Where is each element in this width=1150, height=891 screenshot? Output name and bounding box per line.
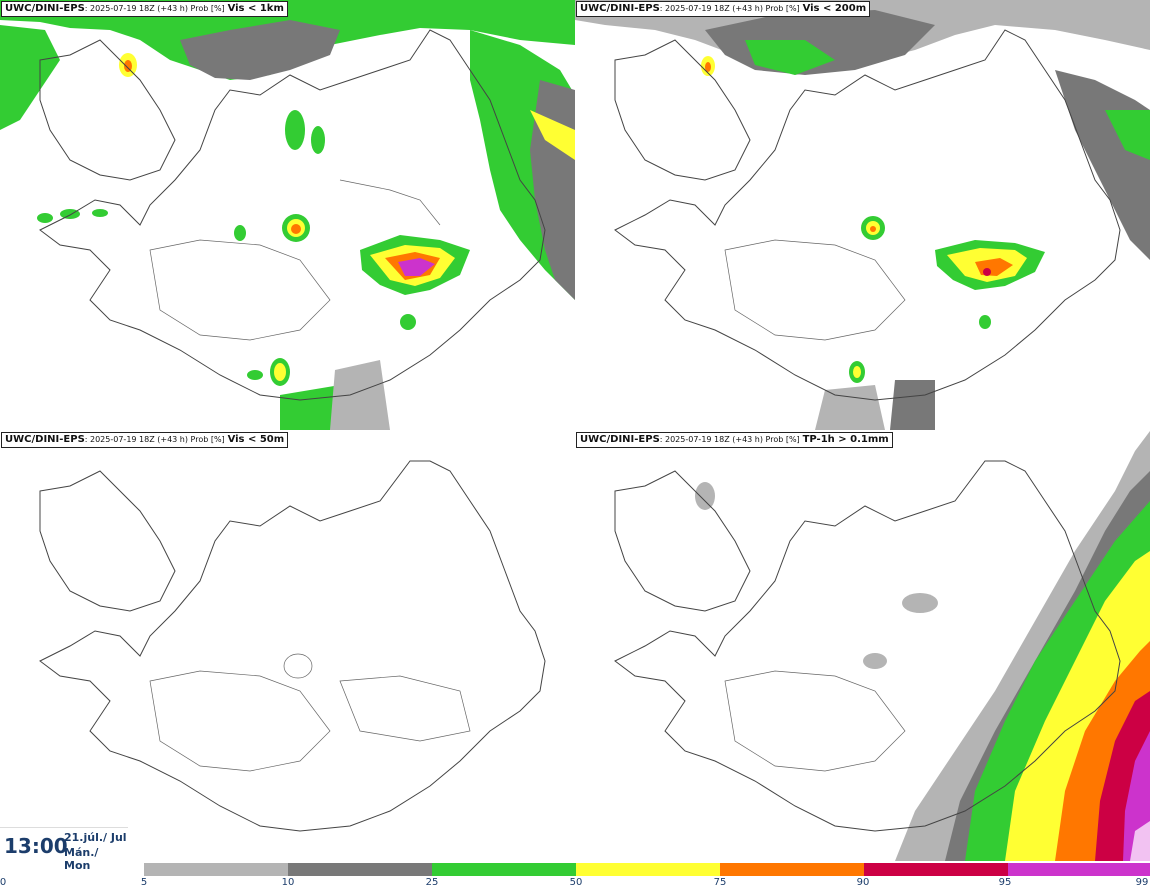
coastline bbox=[39, 29, 546, 401]
legend-bin bbox=[1008, 863, 1150, 876]
map-canvas bbox=[575, 0, 1150, 430]
panel-title: UWC/DINI-EPS: 2025-07-19 18Z (+43 h) Pro… bbox=[1, 1, 288, 17]
fog-area-north-grey bbox=[180, 20, 340, 80]
legend-bin bbox=[864, 863, 1008, 876]
legend-tick-label: 99 bbox=[1135, 877, 1149, 888]
valid-day: Mán./ Mon bbox=[64, 846, 99, 872]
valid-date: 21.júl./ Jul bbox=[64, 831, 127, 844]
map-canvas bbox=[614, 431, 1150, 861]
legend-tick-label: 10 bbox=[281, 877, 295, 888]
legend-bin bbox=[432, 863, 576, 876]
valid-time-box: 13:00 21.júl./ Jul Mán./ Mon bbox=[0, 827, 128, 872]
coastline bbox=[614, 460, 1121, 832]
legend-tick-label: 50 bbox=[569, 877, 583, 888]
map-canvas bbox=[0, 0, 575, 430]
fog-area-east-yellow bbox=[530, 110, 575, 160]
legend-bin bbox=[144, 863, 288, 876]
probability-legend bbox=[144, 863, 1150, 876]
legend-tick-label: 0 bbox=[0, 877, 7, 888]
map-panel-vis-200m: UWC/DINI-EPS: 2025-07-19 18Z (+43 h) Pro… bbox=[575, 0, 1150, 430]
panel-title: UWC/DINI-EPS: 2025-07-19 18Z (+43 h) Pro… bbox=[1, 432, 289, 448]
map-panel-vis-1km: UWC/DINI-EPS: 2025-07-19 18Z (+43 h) Pro… bbox=[0, 0, 575, 430]
legend-bin bbox=[720, 863, 864, 876]
legend-bin bbox=[288, 863, 432, 876]
legend-bin bbox=[576, 863, 720, 876]
map-canvas bbox=[39, 460, 546, 832]
coastline bbox=[614, 29, 1121, 401]
legend-tick-label: 90 bbox=[856, 877, 870, 888]
fog-area-westfjords bbox=[0, 25, 60, 130]
fog-area-east bbox=[1055, 70, 1150, 260]
legend-tick-label: 25 bbox=[425, 877, 439, 888]
legend-tick-label: 95 bbox=[998, 877, 1012, 888]
map-panel-precip: UWC/DINI-EPS: 2025-07-19 18Z (+43 h) Pro… bbox=[575, 431, 1150, 861]
legend-tick-label: 5 bbox=[140, 877, 148, 888]
map-panel-vis-50m: UWC/DINI-EPS: 2025-07-19 18Z (+43 h) Pro… bbox=[0, 431, 575, 861]
legend-tick-label: 75 bbox=[713, 877, 727, 888]
panel-title: UWC/DINI-EPS: 2025-07-19 18Z (+43 h) Pro… bbox=[576, 432, 893, 448]
panel-title: UWC/DINI-EPS: 2025-07-19 18Z (+43 h) Pro… bbox=[576, 1, 871, 17]
coastline bbox=[39, 460, 546, 832]
valid-time: 13:00 bbox=[4, 834, 68, 858]
